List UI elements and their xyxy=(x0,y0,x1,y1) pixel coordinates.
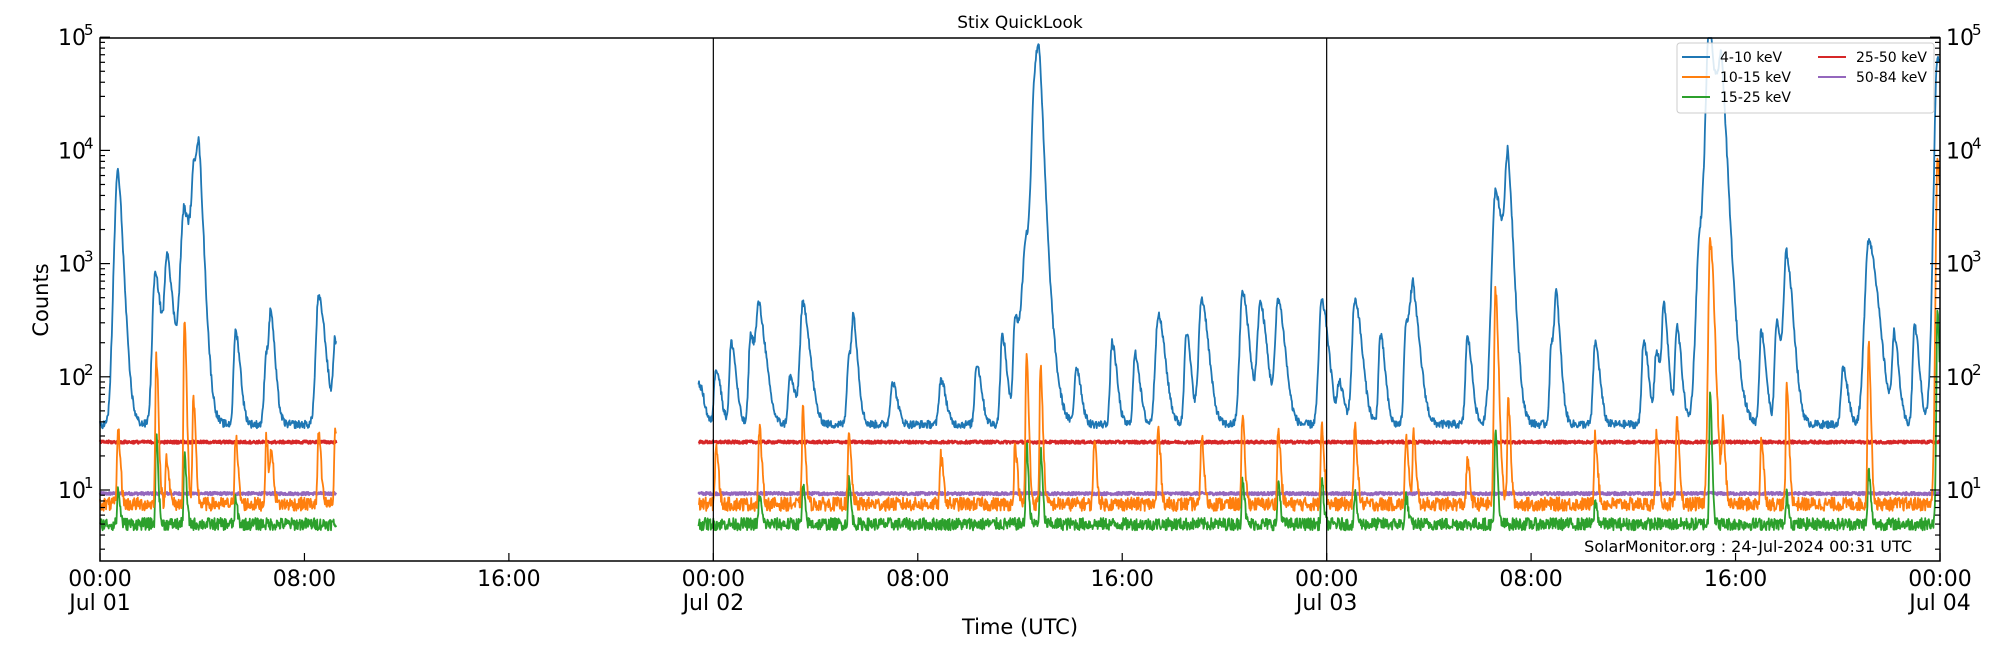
series-4-10-kev xyxy=(99,136,337,430)
legend-label: 10-15 keV xyxy=(1720,70,1791,86)
series-10-15-kev xyxy=(697,157,1941,512)
legend-item-4-10-kev: 4-10 keV xyxy=(1682,50,1782,66)
y-tick-label-right: 10 xyxy=(1946,26,1974,51)
legend-label: 50-84 keV xyxy=(1856,70,1927,86)
y-tick-exponent-right: 4 xyxy=(1972,134,1982,152)
x-tick-label: 00:00 xyxy=(1908,567,1971,592)
x-tick-label: 00:00 xyxy=(682,567,745,592)
y-axis-label: Counts xyxy=(29,263,53,336)
x-tick-label: 16:00 xyxy=(1704,567,1767,592)
series-15-25-kev xyxy=(99,433,337,532)
y-tick-label: 10 xyxy=(58,366,86,391)
chart-title: Stix QuickLook xyxy=(957,13,1083,33)
y-tick-label: 10 xyxy=(58,139,86,164)
y-tick-label: 10 xyxy=(58,479,86,504)
series-4-10-kev xyxy=(697,37,1941,430)
y-tick-exponent: 1 xyxy=(84,474,94,492)
legend-label: 25-50 keV xyxy=(1856,50,1927,66)
source-annotation: SolarMonitor.org : 24-Jul-2024 00:31 UTC xyxy=(1584,537,1912,556)
legend-label: 15-25 keV xyxy=(1720,90,1791,106)
y-tick-exponent-right: 3 xyxy=(1972,248,1982,266)
y-tick-exponent: 3 xyxy=(84,248,94,266)
y-tick-label: 10 xyxy=(58,253,86,278)
legend-item-10-15-kev: 10-15 keV xyxy=(1682,70,1791,86)
y-tick-exponent-right: 2 xyxy=(1972,361,1982,379)
legend-item-50-84-kev: 50-84 keV xyxy=(1818,70,1927,86)
series-15-25-kev xyxy=(697,309,1941,532)
plot-frame xyxy=(99,37,1941,562)
x-tick-label: 08:00 xyxy=(1499,567,1562,592)
y-tick-exponent: 2 xyxy=(84,361,94,379)
day-boundary-lines xyxy=(712,38,1328,561)
y-tick-label-right: 10 xyxy=(1946,253,1974,278)
legend-box xyxy=(1676,42,1935,114)
x-tick-label: 16:00 xyxy=(1091,567,1154,592)
y-tick-exponent-right: 5 xyxy=(1972,21,1982,39)
series-25-50-kev xyxy=(697,439,1941,445)
legend-item-25-50-kev: 25-50 keV xyxy=(1818,50,1927,66)
legend-label: 4-10 keV xyxy=(1720,50,1782,66)
y-tick-label-right: 10 xyxy=(1946,139,1974,164)
series-50-84-kev xyxy=(98,490,338,497)
y-tick-exponent: 5 xyxy=(84,21,94,39)
x-tick-date: Jul 01 xyxy=(67,591,131,616)
x-tick-label: 08:00 xyxy=(886,567,949,592)
x-tick-label: 00:00 xyxy=(1295,567,1358,592)
x-tick-date: Jul 03 xyxy=(1294,591,1358,616)
y-tick-label-right: 10 xyxy=(1946,479,1974,504)
x-tick-label: 00:00 xyxy=(68,567,131,592)
y-tick-exponent: 4 xyxy=(84,134,94,152)
x-tick-label: 16:00 xyxy=(477,567,540,592)
x-axis-label: Time (UTC) xyxy=(961,615,1078,639)
series-10-15-kev xyxy=(99,321,337,512)
x-tick-date: Jul 02 xyxy=(681,591,745,616)
y-tick-exponent-right: 1 xyxy=(1972,474,1982,492)
x-tick-label: 08:00 xyxy=(273,567,336,592)
y-tick-label-right: 10 xyxy=(1946,366,1974,391)
series-25-50-kev xyxy=(98,439,338,445)
legend: 4-10 keV 10-15 keV 15-25 keV 25-50 keV 5… xyxy=(1676,42,1935,114)
legend-item-15-25-kev: 15-25 keV xyxy=(1682,90,1791,106)
y-tick-label: 10 xyxy=(58,26,86,51)
x-tick-date: Jul 04 xyxy=(1907,591,1971,616)
series-layer xyxy=(98,37,1941,532)
